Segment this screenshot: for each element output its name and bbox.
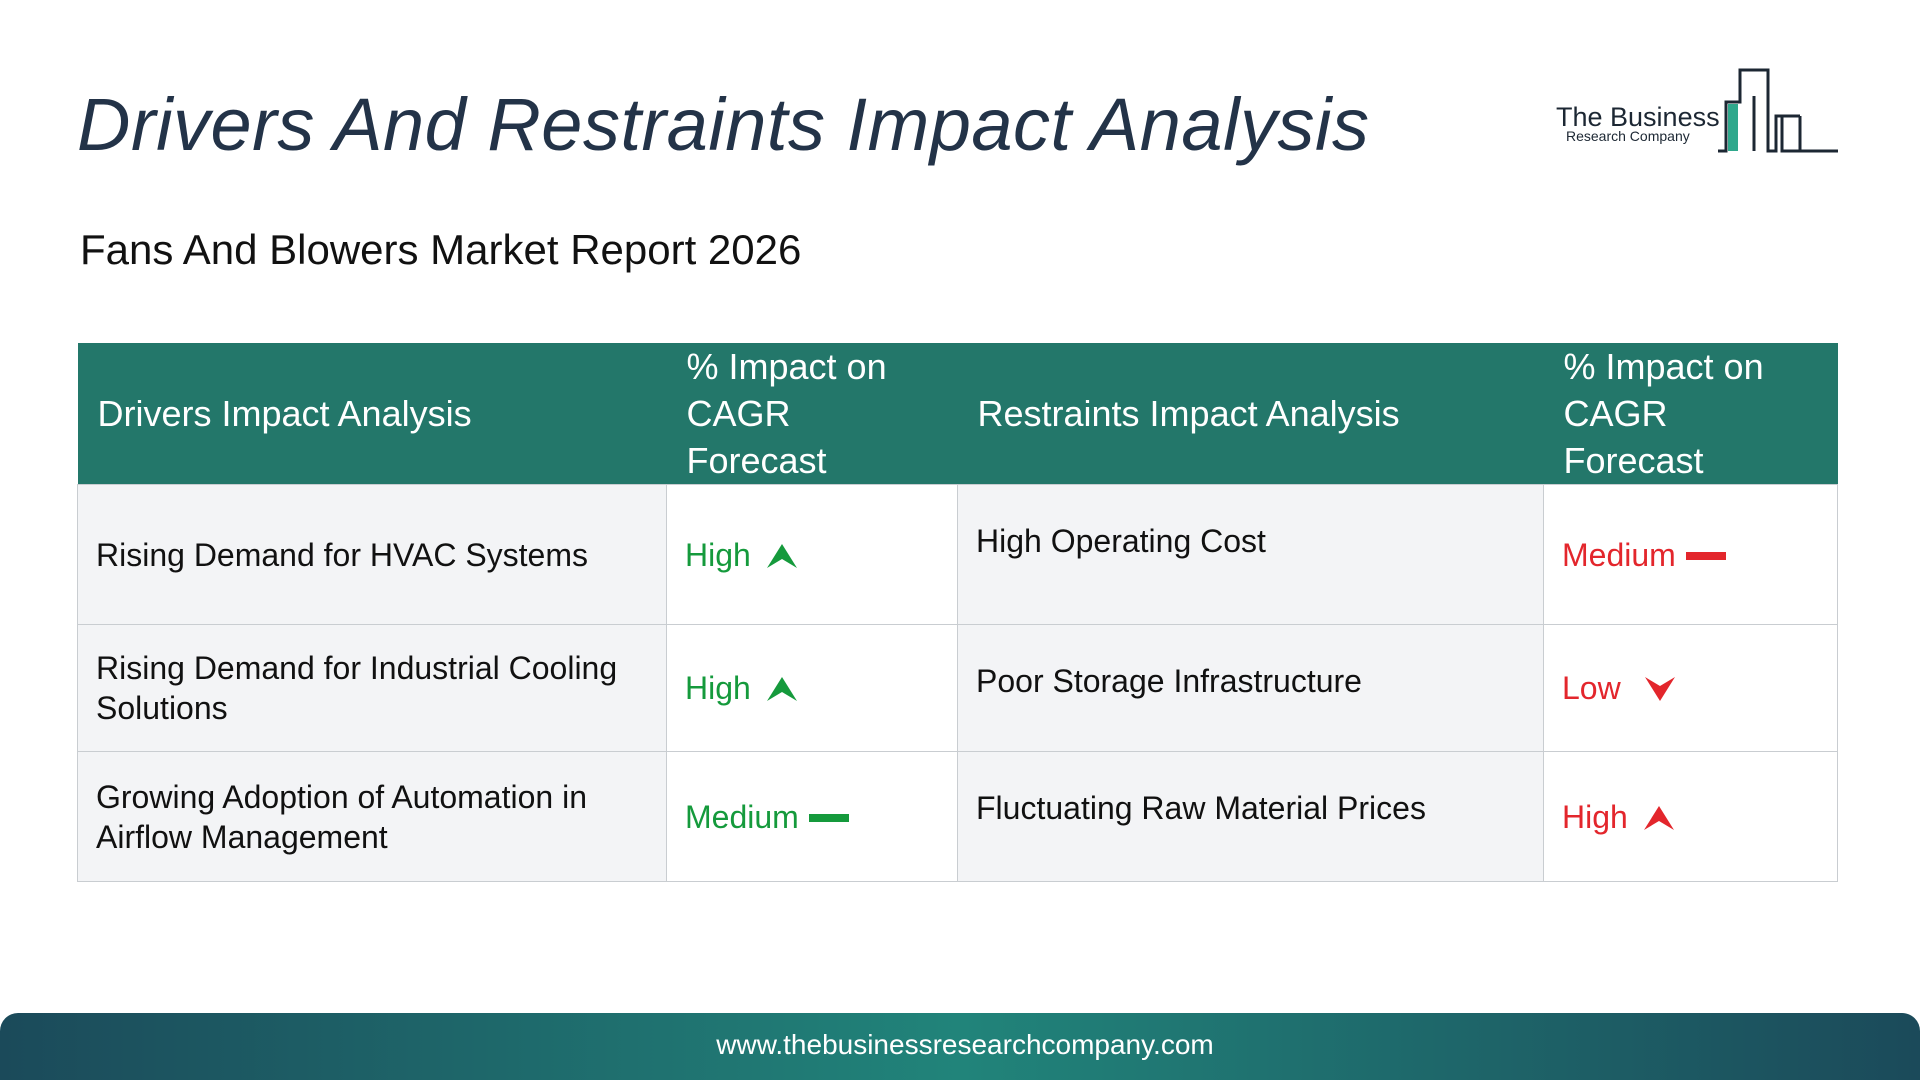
restraint-impact-value: High [1562,799,1628,836]
driver-cell: Rising Demand for HVAC Systems [77,484,667,625]
restraint-impact-cell: High [1543,751,1838,882]
logo-text-secondary: Research Company [1566,128,1690,144]
table-row: Rising Demand for HVAC Systems High High… [77,484,1838,625]
table-row: Rising Demand for Industrial Cooling Sol… [77,624,1838,752]
restraint-impact-value: Low [1562,670,1621,707]
restraint-cell: Fluctuating Raw Material Prices [957,751,1544,882]
down-arrow-icon [1644,677,1675,702]
driver-impact-value: High [685,670,751,707]
header-restraint-impact: % Impact on CAGR Forecast [1543,343,1838,485]
up-arrow-icon [1643,805,1674,830]
header-driver-impact: % Impact on CAGR Forecast [666,343,958,485]
header-restraints: Restraints Impact Analysis [957,343,1544,485]
table-row: Growing Adoption of Automation in Airflo… [77,751,1838,882]
building-bars-logo-icon [1718,68,1838,153]
page-title: Drivers And Restraints Impact Analysis [77,83,1370,166]
driver-impact-cell: Medium [666,751,958,882]
restraint-impact-cell: Low [1543,624,1838,752]
restraint-cell: Poor Storage Infrastructure [957,624,1544,752]
dash-icon [1685,551,1726,560]
driver-impact-cell: High [666,624,958,752]
footer-bar: www.thebusinessresearchcompany.com [0,1013,1920,1080]
logo-text-primary: The Business [1556,102,1720,132]
dash-icon [808,813,849,822]
restraint-cell: High Operating Cost [957,484,1544,625]
header-drivers: Drivers Impact Analysis [77,343,667,485]
driver-impact-cell: High [666,484,958,625]
up-arrow-icon [766,543,797,568]
driver-impact-value: High [685,537,751,574]
impact-table: Drivers Impact Analysis % Impact on CAGR… [77,343,1838,882]
driver-impact-value: Medium [685,799,799,836]
restraint-impact-cell: Medium [1543,484,1838,625]
footer-url-link[interactable]: www.thebusinessresearchcompany.com [716,1029,1214,1060]
driver-cell: Rising Demand for Industrial Cooling Sol… [77,624,667,752]
up-arrow-icon [766,677,797,702]
report-subtitle: Fans And Blowers Market Report 2026 [80,226,802,273]
company-logo: The Business Research Company [1552,66,1838,156]
table-header-row: Drivers Impact Analysis % Impact on CAGR… [77,343,1838,485]
driver-cell: Growing Adoption of Automation in Airflo… [77,751,667,882]
restraint-impact-value: Medium [1562,537,1676,574]
